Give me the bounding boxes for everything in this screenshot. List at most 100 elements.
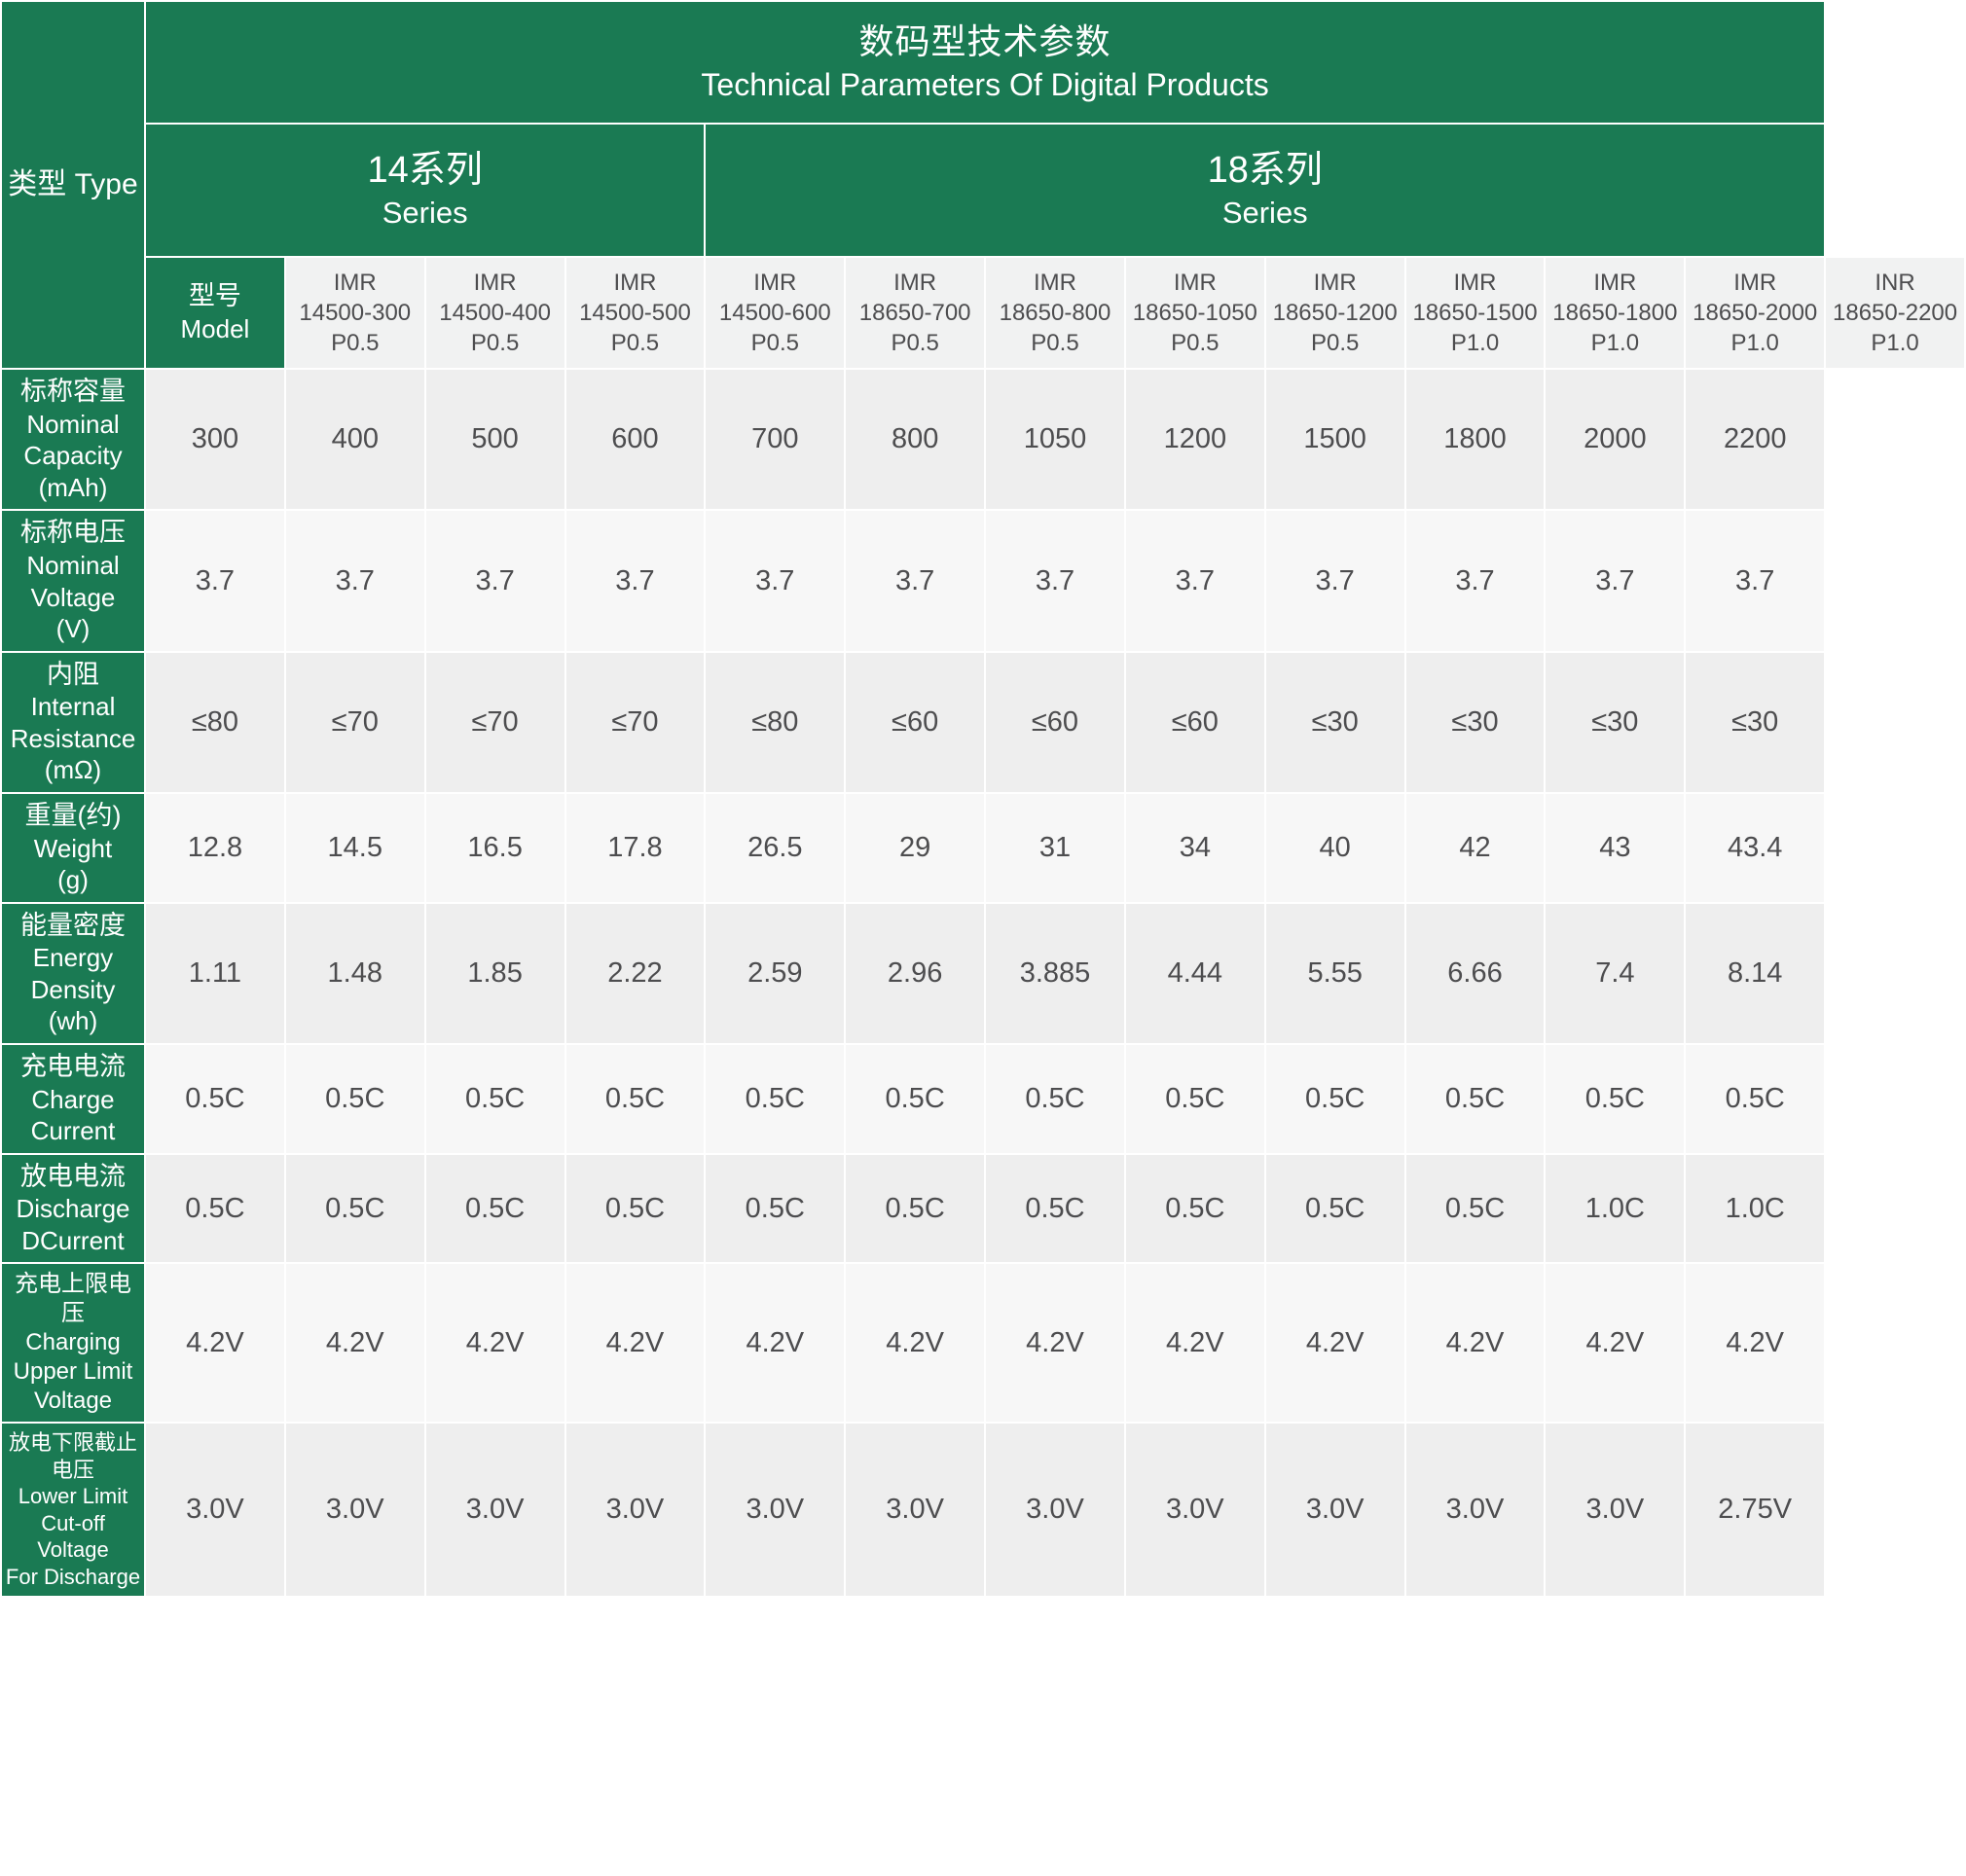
row-label-en: Weight: [33, 833, 113, 863]
data-cell-r8-c10: 4.2V: [1403, 1262, 1547, 1425]
data-cell-r5-c12: 8.14: [1684, 901, 1827, 1045]
data-cell-r8-c5: 4.2V: [704, 1262, 847, 1425]
data-cell-r3-c10: ≤30: [1403, 650, 1547, 794]
data-cell-r5-c5: 2.59: [704, 901, 847, 1045]
data-cell-r9-c5: 3.0V: [704, 1422, 847, 1599]
data-cell-r6-c9: 0.5C: [1263, 1042, 1406, 1155]
table-row: 充电电流 Charge Current 0.5C 0.5C 0.5C 0.5C 0.5C 0.5…: [0, 1042, 1965, 1155]
series-group-row: 14系列 Series 18系列 Series: [1, 123, 1965, 258]
row-label-cn: 电压: [51, 1457, 94, 1482]
data-cell-r3-c11: ≤30: [1544, 650, 1687, 794]
table-row: 标称电压 Nominal Voltage (V) 3.7 3.7 3.7 3.7 3.7 3.7 3…: [0, 509, 1965, 653]
data-cell-r1-c10: 1800: [1403, 368, 1547, 512]
row-label-en: (V): [55, 614, 91, 644]
data-cell-r3-c9: ≤30: [1263, 650, 1406, 794]
data-cell-r2-c6: 3.7: [844, 509, 987, 653]
data-cell-r3-c2: ≤70: [283, 650, 426, 794]
model-suffix: P0.5: [750, 330, 799, 357]
data-cell-r7-c2: 0.5C: [283, 1152, 426, 1265]
data-cell-r6-c3: 0.5C: [423, 1042, 566, 1155]
model-prefix: IMR: [1733, 269, 1777, 296]
model-cell-5: IMR 18650-700 P0.5: [844, 255, 987, 371]
data-cell-r4-c9: 40: [1263, 791, 1406, 904]
row-header-7: 放电电流 Discharge DCurrent: [0, 1152, 146, 1265]
data-cell-r5-c3: 1.85: [423, 901, 566, 1045]
data-cell-r8-c1: 4.2V: [144, 1262, 286, 1425]
model-prefix: IMR: [893, 269, 937, 296]
data-cell-r6-c2: 0.5C: [283, 1042, 426, 1155]
data-cell-r8-c6: 4.2V: [844, 1262, 987, 1425]
type-header-cell: 类型 Type: [0, 0, 146, 371]
data-cell-r7-c10: 0.5C: [1403, 1152, 1547, 1265]
data-cell-r7-c12: 1.0C: [1684, 1152, 1827, 1265]
series-group-label-en: Series: [382, 195, 468, 230]
data-cell-r4-c11: 43: [1544, 791, 1687, 904]
row-header-9: 放电下限截止 电压 Lower Limit Cut-off Voltage For Di…: [0, 1422, 146, 1599]
data-cell-r2-c2: 3.7: [283, 509, 426, 653]
row-label-en: (mAh): [38, 472, 108, 502]
row-label-en: Nominal: [26, 409, 120, 439]
model-cell-4: IMR 14500-600 P0.5: [704, 255, 847, 371]
table-row: 放电下限截止 电压 Lower Limit Cut-off Voltage For Di…: [0, 1422, 1965, 1599]
data-cell-r5-c9: 5.55: [1263, 901, 1406, 1045]
data-cell-r4-c7: 31: [984, 791, 1126, 904]
model-prefix: IMR: [753, 269, 797, 296]
row-label-en: Capacity: [23, 441, 123, 471]
row-label-en: Nominal: [26, 551, 120, 581]
data-cell-r8-c11: 4.2V: [1544, 1262, 1687, 1425]
data-cell-r9-c3: 3.0V: [423, 1422, 566, 1599]
row-label-cn: 标称容量: [20, 377, 126, 407]
data-cell-r2-c8: 3.7: [1123, 509, 1266, 653]
row-label-cn: 能量密度: [20, 910, 126, 940]
model-row-label: 型号 Model: [144, 255, 286, 371]
data-cell-r2-c12: 3.7: [1684, 509, 1827, 653]
model-prefix: IMR: [613, 269, 657, 296]
title-cn: 数码型技术参数: [858, 21, 1111, 61]
row-header-2: 标称电压 Nominal Voltage (V): [0, 509, 146, 653]
model-suffix: P0.5: [331, 330, 380, 357]
data-cell-r3-c6: ≤60: [844, 650, 987, 794]
model-cell-11: IMR 18650-2000 P1.0: [1684, 255, 1827, 371]
model-prefix: IMR: [473, 269, 517, 296]
data-cell-r2-c4: 3.7: [564, 509, 707, 653]
row-label-en: Density: [30, 974, 116, 1004]
data-cell-r7-c9: 0.5C: [1263, 1152, 1406, 1265]
row-label-en: Resistance: [10, 723, 136, 753]
model-suffix: P1.0: [1450, 330, 1500, 357]
row-label-cn: 充电上限电压: [15, 1271, 131, 1327]
data-cell-r4-c2: 14.5: [283, 791, 426, 904]
data-cell-r9-c4: 3.0V: [564, 1422, 707, 1599]
row-label-cn: 标称电压: [20, 518, 126, 548]
row-label-en: For Discharge: [5, 1564, 141, 1589]
model-suffix: P0.5: [1031, 330, 1079, 357]
data-cell-r1-c12: 2200: [1684, 368, 1827, 512]
model-cell-7: IMR 18650-1050 P0.5: [1123, 255, 1266, 371]
table-row: 重量(约) Weight (g) 12.8 14.5 16.5 17.8 26.5 29 31 34…: [0, 791, 1965, 904]
data-cell-r1-c6: 800: [844, 368, 987, 512]
data-cell-r2-c7: 3.7: [984, 509, 1126, 653]
data-cell-r7-c6: 0.5C: [844, 1152, 987, 1265]
data-cell-r6-c6: 0.5C: [844, 1042, 987, 1155]
model-code: 18650-2200: [1833, 299, 1958, 326]
data-cell-r9-c1: 3.0V: [144, 1422, 286, 1599]
data-cell-r9-c2: 3.0V: [283, 1422, 426, 1599]
data-cell-r3-c12: ≤30: [1684, 650, 1827, 794]
model-prefix: IMR: [1453, 269, 1497, 296]
data-cell-r9-c10: 3.0V: [1403, 1422, 1547, 1599]
model-code: 18650-2000: [1693, 299, 1818, 326]
data-cell-r7-c1: 0.5C: [144, 1152, 286, 1265]
data-cell-r6-c11: 0.5C: [1544, 1042, 1687, 1155]
model-cell-10: IMR 18650-1800 P1.0: [1544, 255, 1687, 371]
model-code: 18650-1200: [1272, 299, 1398, 326]
data-cell-r7-c7: 0.5C: [984, 1152, 1126, 1265]
row-label-en: Lower Limit: [18, 1484, 128, 1509]
data-cell-r8-c8: 4.2V: [1123, 1262, 1266, 1425]
model-cell-8: IMR 18650-1200 P0.5: [1263, 255, 1406, 371]
data-cell-r5-c2: 1.48: [283, 901, 426, 1045]
model-code: 18650-1500: [1412, 299, 1538, 326]
model-code: 18650-1050: [1132, 299, 1257, 326]
data-cell-r7-c11: 1.0C: [1544, 1152, 1687, 1265]
data-cell-r6-c1: 0.5C: [144, 1042, 286, 1155]
data-cell-r9-c7: 3.0V: [984, 1422, 1126, 1599]
data-cell-r5-c8: 4.44: [1123, 901, 1266, 1045]
